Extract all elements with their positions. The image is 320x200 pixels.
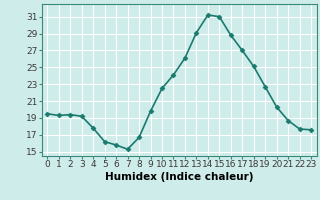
X-axis label: Humidex (Indice chaleur): Humidex (Indice chaleur) [105,172,253,182]
